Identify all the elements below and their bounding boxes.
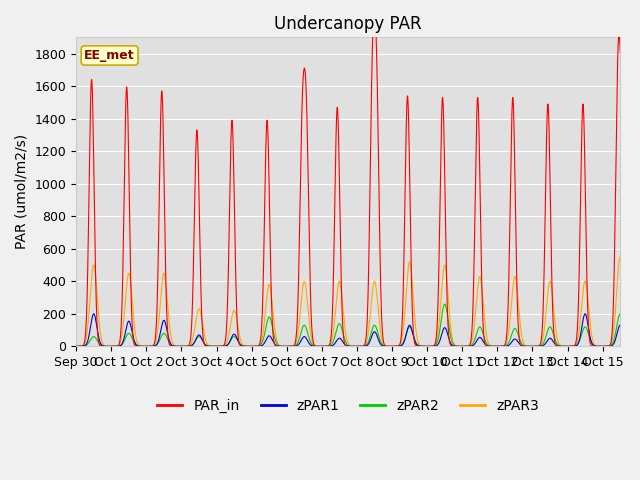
Line: zPAR3: zPAR3 xyxy=(76,257,637,347)
zPAR2 xyxy=(408,328,416,334)
zPAR2 xyxy=(539,341,547,347)
Y-axis label: PAR (umol/m2/s): PAR (umol/m2/s) xyxy=(15,134,29,250)
PAR_in xyxy=(634,344,640,349)
Legend: PAR_in, zPAR1, zPAR2, zPAR3: PAR_in, zPAR1, zPAR2, zPAR3 xyxy=(152,394,545,419)
zPAR1 xyxy=(529,344,536,349)
zPAR3 xyxy=(616,254,624,260)
zPAR3 xyxy=(212,344,220,349)
zPAR2 xyxy=(554,341,561,347)
zPAR1 xyxy=(554,343,561,348)
zPAR2 xyxy=(634,344,640,349)
zPAR3 xyxy=(378,336,386,342)
Text: EE_met: EE_met xyxy=(84,49,135,62)
PAR_in xyxy=(554,343,561,349)
zPAR1 xyxy=(539,343,547,348)
zPAR3 xyxy=(511,274,519,279)
PAR_in xyxy=(408,300,416,306)
zPAR3 xyxy=(72,344,80,349)
PAR_in xyxy=(189,298,196,303)
zPAR3 xyxy=(189,336,196,342)
zPAR1 xyxy=(90,311,97,317)
zPAR1 xyxy=(634,344,640,349)
zPAR3 xyxy=(634,344,640,349)
Title: Undercanopy PAR: Undercanopy PAR xyxy=(275,15,422,33)
zPAR1 xyxy=(408,327,416,333)
zPAR1 xyxy=(72,344,80,349)
PAR_in xyxy=(511,192,519,198)
zPAR2 xyxy=(441,301,449,307)
zPAR2 xyxy=(72,344,80,349)
PAR_in xyxy=(281,344,289,349)
zPAR2 xyxy=(378,341,385,347)
zPAR1 xyxy=(189,342,196,348)
zPAR2 xyxy=(511,325,519,331)
PAR_in xyxy=(539,315,547,321)
zPAR3 xyxy=(539,336,547,342)
zPAR2 xyxy=(189,342,196,348)
PAR_in xyxy=(72,344,80,349)
zPAR3 xyxy=(408,276,416,282)
PAR_in xyxy=(378,322,386,328)
zPAR1 xyxy=(511,336,519,342)
Line: PAR_in: PAR_in xyxy=(76,13,637,347)
Line: zPAR1: zPAR1 xyxy=(76,314,637,347)
zPAR1 xyxy=(378,343,386,348)
zPAR3 xyxy=(554,336,561,341)
Line: zPAR2: zPAR2 xyxy=(76,304,637,347)
PAR_in xyxy=(371,10,378,16)
